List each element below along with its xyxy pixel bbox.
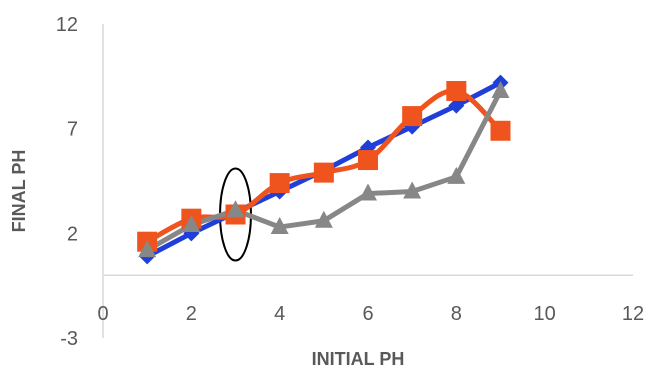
x-tick-label: 4 bbox=[274, 303, 285, 325]
square-marker bbox=[446, 80, 467, 101]
x-tick-label: 2 bbox=[186, 303, 197, 325]
x-tick-label: 10 bbox=[534, 303, 556, 325]
y-tick-label: 12 bbox=[56, 14, 78, 36]
triangle-marker bbox=[138, 240, 157, 258]
square-marker bbox=[269, 173, 290, 194]
y-axis-title: FINAL PH bbox=[9, 150, 29, 233]
x-tick-label: 0 bbox=[97, 303, 108, 325]
x-tick-label: 12 bbox=[622, 303, 644, 325]
square-marker bbox=[313, 162, 334, 183]
triangle-marker bbox=[226, 200, 245, 218]
triangle-marker bbox=[359, 183, 377, 201]
tick-labels: 0 2 4 6 8 10 12 -3 2 7 12 bbox=[56, 14, 644, 350]
y-tick-label: 7 bbox=[67, 119, 78, 141]
triangle-marker bbox=[314, 210, 333, 228]
square-marker bbox=[402, 106, 423, 127]
x-axis-title: INITIAL PH bbox=[312, 349, 405, 369]
triangle-marker bbox=[491, 80, 510, 98]
triangle-marker bbox=[403, 181, 422, 199]
triangle-marker bbox=[182, 214, 201, 232]
square-marker bbox=[358, 150, 378, 171]
y-tick-label: -3 bbox=[60, 328, 78, 350]
x-tick-label: 8 bbox=[451, 303, 462, 325]
diamond-marker bbox=[448, 97, 465, 114]
axes bbox=[102, 24, 633, 338]
series-markers bbox=[137, 74, 511, 265]
x-tick-label: 6 bbox=[362, 303, 373, 325]
y-tick-label: 2 bbox=[67, 223, 78, 245]
square-marker bbox=[490, 120, 511, 141]
triangle-marker bbox=[447, 166, 466, 184]
triangle-marker bbox=[270, 217, 289, 235]
